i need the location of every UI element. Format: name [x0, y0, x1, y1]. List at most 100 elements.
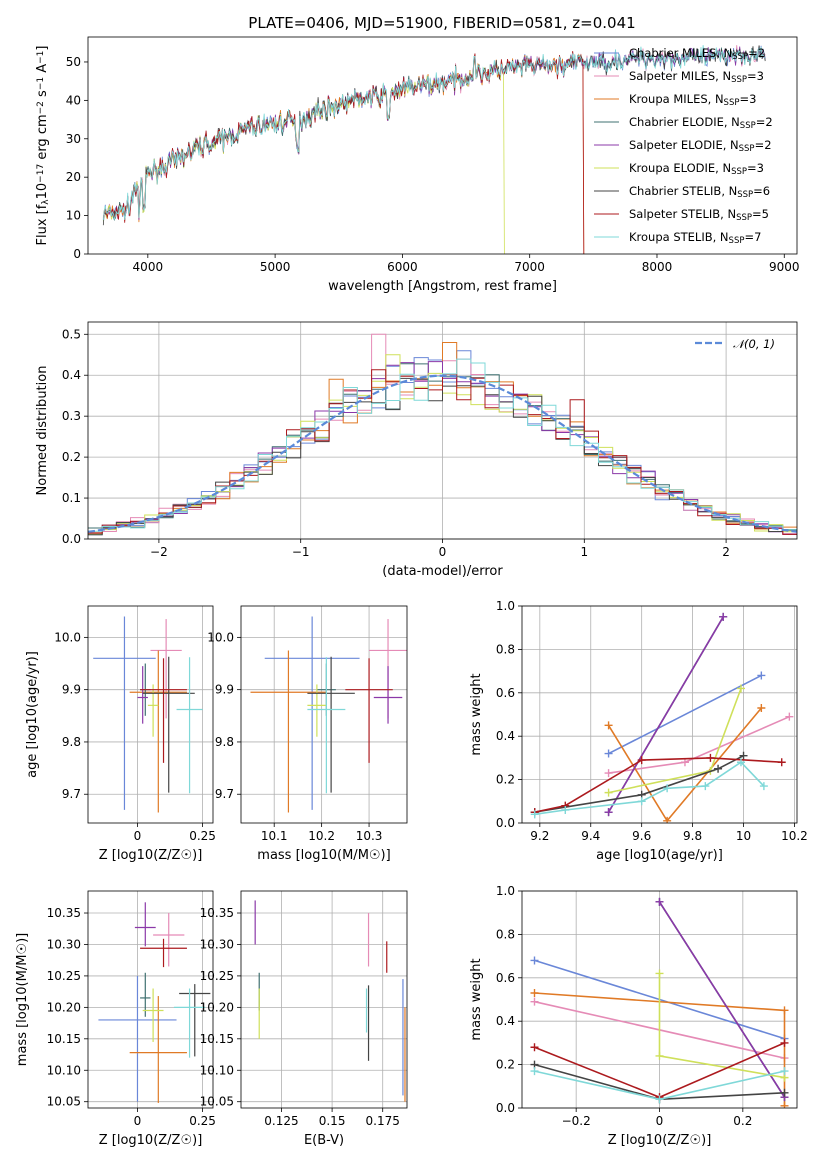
data-point: [759, 782, 768, 791]
data-point: [637, 797, 646, 806]
axes-frame: [87, 36, 798, 255]
legend-text-part: SSP: [739, 144, 755, 154]
y-label-part: A: [35, 64, 50, 77]
data-point: [680, 758, 689, 767]
x-tick-label: 9.4: [581, 829, 600, 843]
grid-lines: [241, 606, 407, 823]
x-axis-label: wavelength [Angstrom, rest frame]: [328, 279, 557, 294]
legend-label: Chabrier STELIB, NSSP=6: [629, 184, 770, 200]
y-tick-label: 0.2: [496, 773, 515, 787]
plot-area: [250, 616, 407, 813]
y-axis-label: mass weight: [469, 958, 484, 1040]
x-tick-label: 0: [134, 1114, 142, 1128]
errorbar-kroupa-stelib: [173, 988, 206, 1058]
legend-text-part: SSP: [732, 52, 748, 62]
legend-label: Salpeter STELIB, NSSP=5: [629, 207, 769, 223]
y-tick-label: 0.2: [496, 1058, 515, 1072]
panel-weight-vs-Z: −0.2 0 0.2 0.0 0.2 0.4 0.6 0.8 1.0 Z [log10(Z/Z☉)…: [469, 884, 798, 1148]
legend-text-part: Chabrier MILES, N: [629, 46, 732, 60]
data-point: [530, 810, 539, 819]
figure-title: PLATE=0406, MJD=51900, FIBERID=0581, z=0…: [248, 14, 635, 32]
axes-frame: [240, 605, 408, 824]
legend-label: Salpeter MILES, NSSP=3: [629, 69, 764, 85]
x-tick-label: 9.6: [632, 829, 651, 843]
y-tick-label: 10.30: [47, 937, 81, 951]
errorbar-kroupa-stelib: [307, 657, 346, 794]
x-axis-label: Z [log10(Z/Z☉)]: [99, 1133, 203, 1148]
x-tick-label: −1: [292, 545, 310, 559]
errorbar-chabrier-miles: [264, 616, 360, 810]
y-tick-label: 0.0: [62, 532, 81, 546]
y-tick-label: 0.4: [496, 729, 515, 743]
legend-text-part: =3: [747, 69, 764, 83]
x-tick-label: 7000: [514, 260, 545, 274]
x-tick-label: 10.1: [261, 829, 288, 843]
errorbar-salpeter-stelib: [345, 658, 393, 763]
series-kroupa-stelib: [530, 758, 768, 819]
spectrum-line-kroupa-stelib: [102, 45, 766, 221]
x-tick-label: 0.175: [366, 1114, 400, 1128]
plot-area: [88, 333, 797, 536]
y-tick-label: 10.0: [54, 630, 81, 644]
data-point: [757, 703, 766, 712]
data-point: [530, 1067, 539, 1076]
data-point: [780, 1101, 789, 1108]
series-line: [534, 754, 744, 813]
y-tick-label: 0.2: [62, 450, 81, 464]
data-point: [780, 1067, 789, 1076]
legend-text-part: SSP: [729, 236, 745, 246]
series-kroupa-miles: [604, 703, 766, 823]
y-tick-label: 0.6: [496, 686, 515, 700]
legend-text-part: =3: [739, 92, 756, 106]
legend-label: Kroupa STELIB, NSSP=7: [629, 230, 761, 246]
y-axis-label: age [log10(age/yr)]: [25, 651, 40, 778]
normal-curve: [88, 374, 797, 533]
panel-age-vs-Z: 0 0.25 9.7 9.8 9.9 10.0 Z [log10(Z/Z☉)] age [lo…: [25, 605, 216, 863]
panel-mass-vs-EBV: 0.125 0.15 0.175 10.05 10.10 10.15 10.20 10.25 1…: [200, 890, 408, 1148]
legend-text-part: =2: [755, 138, 772, 152]
y-tick-label: 10.15: [200, 1032, 234, 1046]
plot-area: [530, 897, 789, 1108]
data-point: [757, 671, 766, 680]
x-tick-label: 9.8: [683, 829, 702, 843]
series-line: [658, 901, 786, 1098]
errorbar-kroupa-miles: [129, 650, 187, 813]
y-axis-label: mass weight: [469, 673, 484, 755]
legend-text-part: =6: [753, 184, 770, 198]
data-point: [530, 1043, 539, 1052]
series-kroupa-stelib: [530, 1067, 789, 1104]
y-tick-label: 10.20: [200, 1000, 234, 1014]
legend-text-part: =2: [756, 115, 773, 129]
legend-text-part: Salpeter MILES, N: [629, 69, 731, 83]
errorbar-salpeter-elodie: [373, 666, 403, 724]
y-tick-label: 10.10: [200, 1063, 234, 1077]
y-tick-label: 9.8: [62, 735, 81, 749]
x-axis-label: Z [log10(Z/Z☉)]: [99, 848, 203, 863]
legend-text-part: SSP: [724, 98, 740, 108]
legend-text-part: SSP: [731, 167, 747, 177]
x-tick-label: 0.25: [189, 1114, 216, 1128]
data-point: [780, 1006, 789, 1015]
data-point: [604, 769, 613, 778]
y-tick-label: 10.05: [200, 1095, 234, 1109]
y-tick-label: 10.10: [47, 1063, 81, 1077]
errorbar-chabrier-stelib: [307, 656, 355, 793]
panel-spectrum: 4000 5000 6000 7000 8000 9000 0 10 20 30 40 50 wavel…: [35, 36, 800, 294]
errorbar-salpeter-elodie: [137, 666, 148, 724]
errorbar-chabrier-miles: [98, 975, 177, 1102]
x-tick-label: 0.125: [264, 1114, 298, 1128]
x-tick-label: 0: [656, 1114, 664, 1128]
y-label-part: 10: [35, 183, 50, 200]
x-tick-label: 6000: [387, 260, 418, 274]
y-tick-label: 0.6: [496, 971, 515, 985]
plot-area: [98, 902, 211, 1103]
data-point: [530, 988, 539, 997]
data-point: [604, 749, 613, 758]
y-tick-label: 0.5: [62, 327, 81, 341]
y-tick-label: 10.05: [47, 1095, 81, 1109]
x-tick-label: 10: [736, 829, 751, 843]
series-line: [658, 973, 785, 1079]
data-point: [604, 808, 613, 817]
y-tick-label: 1.0: [496, 599, 515, 613]
data-point: [655, 1051, 664, 1060]
